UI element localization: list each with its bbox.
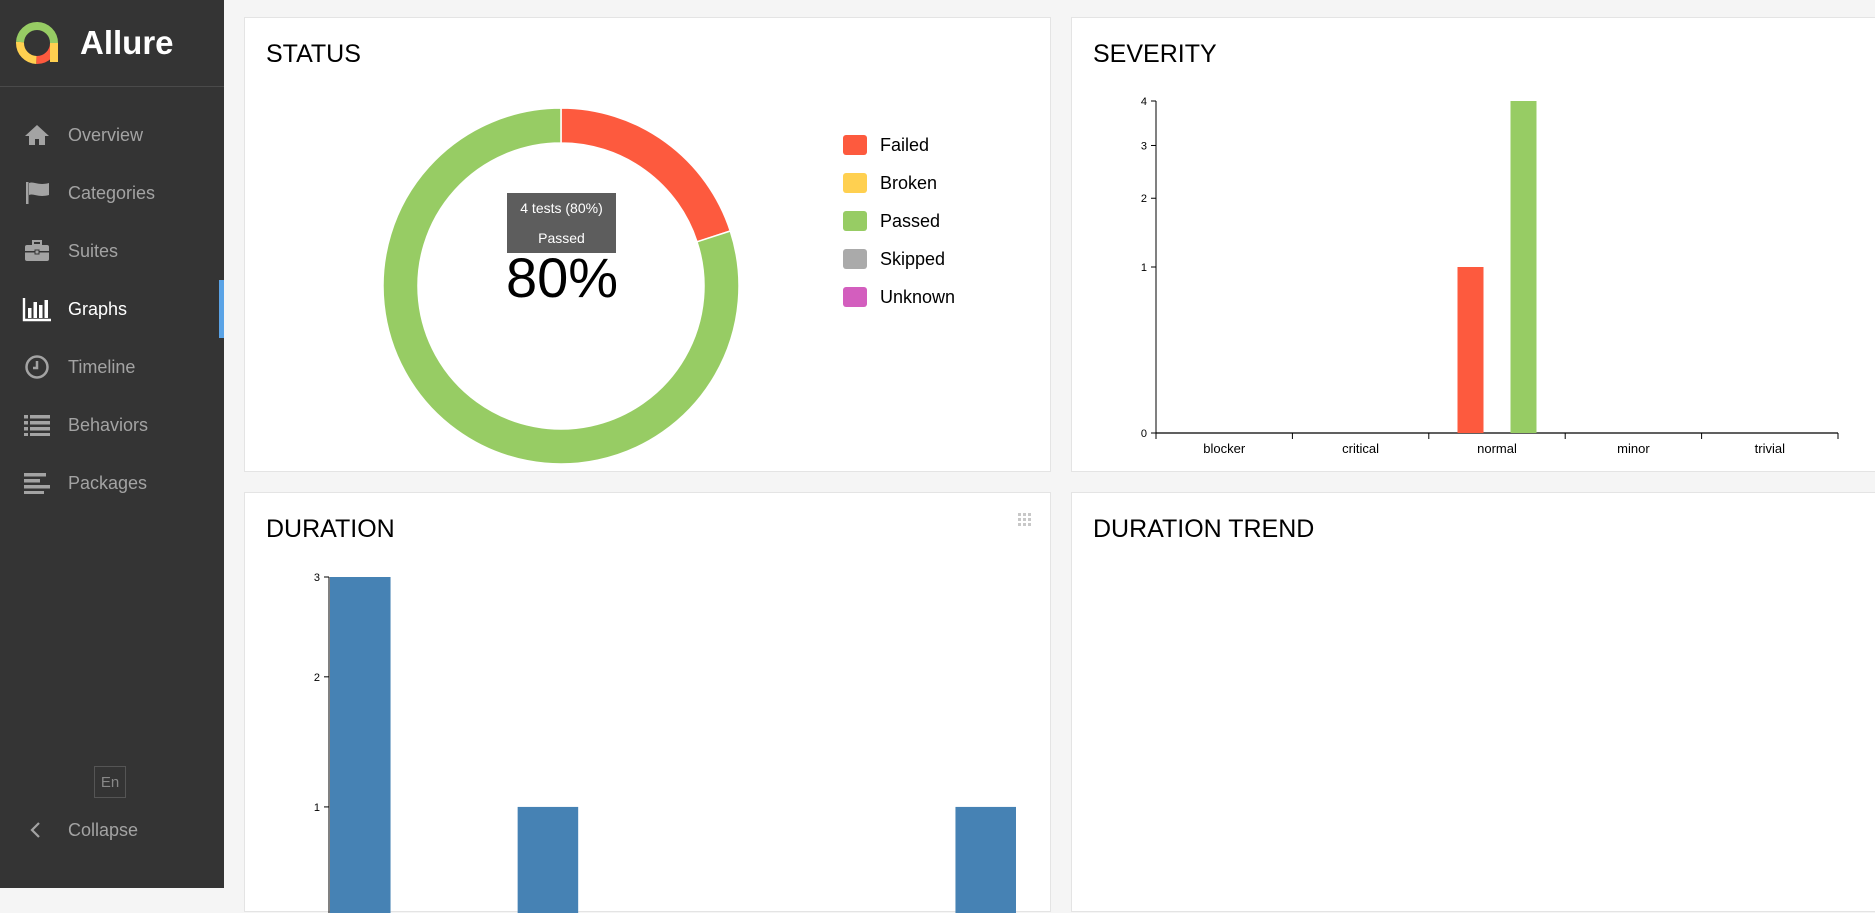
- y-tick-label: 4: [1141, 96, 1147, 108]
- x-tick-label: normal: [1477, 441, 1517, 456]
- sidebar-item-packages[interactable]: Packages: [0, 454, 224, 512]
- status-widget: STATUS 4 tests (80%) Passed 80% Failed B…: [244, 17, 1051, 472]
- legend-item-failed[interactable]: Failed: [843, 126, 955, 164]
- app-name: Allure: [80, 24, 174, 61]
- legend-swatch: [843, 135, 867, 155]
- y-tick-label: 2: [1141, 193, 1147, 205]
- widget-title: SEVERITY: [1093, 40, 1217, 68]
- sidebar-item-timeline[interactable]: Timeline: [0, 338, 224, 396]
- clock-icon: [22, 354, 52, 380]
- legend-label: Passed: [880, 210, 941, 231]
- widget-title: DURATION TREND: [1093, 515, 1315, 543]
- briefcase-icon: [22, 239, 52, 263]
- bar-chart-icon: [22, 296, 52, 322]
- legend-item-passed[interactable]: Passed: [843, 202, 955, 240]
- y-tick-label: 2: [314, 672, 320, 684]
- pie-slice-passed: [382, 107, 740, 465]
- list-icon: [22, 413, 52, 437]
- sidebar-item-graphs[interactable]: Graphs: [0, 280, 224, 338]
- duration-bar: [330, 577, 391, 913]
- align-left-icon: [22, 471, 52, 495]
- language-switcher[interactable]: En: [94, 766, 126, 798]
- y-tick-label: 0: [1141, 428, 1147, 440]
- allure-logo-icon: [16, 22, 58, 64]
- sidebar-nav: Overview Categories Suites Graphs Timeli…: [0, 106, 224, 512]
- sidebar-item-behaviors[interactable]: Behaviors: [0, 396, 224, 454]
- duration-widget: DURATION 1 2 3: [244, 492, 1051, 913]
- sidebar-item-label: Timeline: [68, 356, 136, 377]
- legend-swatch: [843, 211, 867, 231]
- legend-label: Broken: [880, 172, 938, 193]
- tooltip-status: Passed: [538, 230, 585, 246]
- sidebar-item-label: Overview: [68, 124, 144, 145]
- x-tick-label: minor: [1617, 441, 1650, 456]
- brand[interactable]: Allure: [0, 0, 224, 87]
- chart-tooltip: 4 tests (80%) Passed: [507, 193, 616, 253]
- y-tick-label: 3: [1141, 140, 1147, 152]
- bar-normal: [1510, 101, 1537, 433]
- tooltip-count: 4 tests (80%): [520, 200, 603, 216]
- sidebar-item-label: Suites: [68, 240, 119, 261]
- legend-label: Failed: [880, 134, 930, 155]
- widget-title: STATUS: [266, 40, 361, 68]
- severity-bar-chart: 0 1 2 3 4 blocker critical normal minor trivial: [1141, 96, 1839, 456]
- legend-label: Unknown: [880, 286, 956, 307]
- y-tick-label: 1: [1141, 262, 1147, 274]
- flag-icon: [22, 180, 52, 206]
- sidebar-item-label: Graphs: [68, 298, 128, 319]
- sidebar-item-label: Behaviors: [68, 414, 149, 435]
- sidebar: Allure Overview Categories Suites Graphs: [0, 0, 224, 888]
- duration-bar: [517, 806, 579, 913]
- sidebar-item-label: Categories: [68, 182, 156, 203]
- legend-label: Skipped: [880, 248, 946, 269]
- home-icon: [22, 123, 52, 147]
- sidebar-item-categories[interactable]: Categories: [0, 164, 224, 222]
- y-tick-label: 1: [314, 802, 320, 814]
- duration-bar: [955, 806, 1016, 913]
- status-legend: Failed Broken Passed Skipped Unknown: [843, 126, 955, 316]
- legend-item-unknown[interactable]: Unknown: [843, 278, 955, 316]
- drag-handle-icon[interactable]: [1018, 513, 1032, 527]
- collapse-label: Collapse: [68, 819, 139, 840]
- duration-trend-widget: DURATION TREND: [1071, 492, 1875, 912]
- y-tick-label: 3: [314, 572, 320, 584]
- legend-swatch: [843, 173, 867, 193]
- x-tick-label: critical: [1342, 441, 1379, 456]
- widget-title: DURATION: [266, 515, 395, 543]
- legend-item-broken[interactable]: Broken: [843, 164, 955, 202]
- status-pie-chart: [382, 107, 740, 465]
- duration-bar-chart: 1 2 3: [314, 572, 1016, 913]
- chevron-left-icon: [20, 820, 50, 840]
- x-tick-label: blocker: [1203, 441, 1246, 456]
- legend-item-skipped[interactable]: Skipped: [843, 240, 955, 278]
- sidebar-item-suites[interactable]: Suites: [0, 222, 224, 280]
- collapse-button[interactable]: Collapse: [0, 810, 138, 850]
- sidebar-item-overview[interactable]: Overview: [0, 106, 224, 164]
- legend-swatch: [843, 287, 867, 307]
- sidebar-item-label: Packages: [68, 472, 148, 493]
- severity-widget: SEVERITY 0 1 2 3 4 blocker critical normal minor…: [1071, 17, 1875, 472]
- passed-percentage: 80%: [505, 246, 619, 309]
- bar-normal: [1457, 267, 1484, 433]
- legend-swatch: [843, 249, 867, 269]
- x-tick-label: trivial: [1755, 441, 1785, 456]
